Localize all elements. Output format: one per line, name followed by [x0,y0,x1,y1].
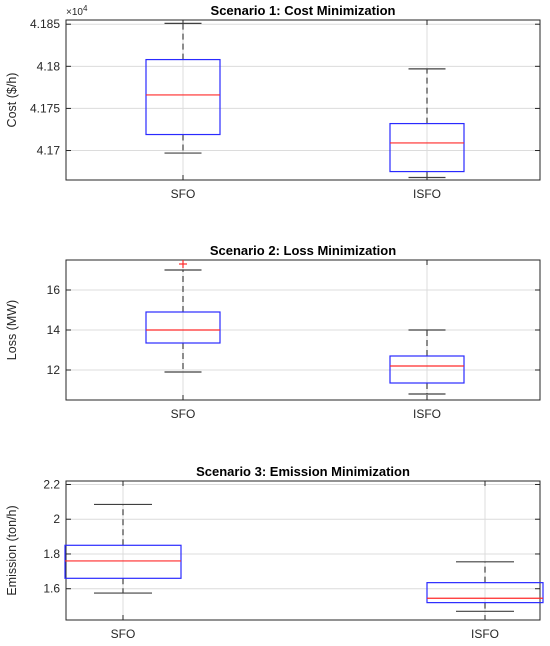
x-tick-label: ISFO [413,187,441,201]
y-tick-label: 1.8 [43,547,60,561]
x-tick-label: ISFO [471,627,499,641]
y-tick-label: 4.175 [30,101,60,115]
iqr-box [145,58,221,136]
box-isfo [389,329,465,395]
iqr-box [426,582,544,604]
chart-title: Scenario 3: Emission Minimization [196,464,410,479]
iqr-box [145,311,221,344]
chart-title: Scenario 2: Loss Minimization [210,243,396,258]
chart-title: Scenario 1: Cost Minimization [211,3,396,18]
y-exponent-label: ×104 [66,4,88,18]
chart-panel-3: 1.6 1.8 2 2.2 SFO ISFO Scenario 3: Emission Mi… [5,464,544,641]
x-tick-label: SFO [111,627,136,641]
y-tick-label: 2.2 [43,477,60,491]
y-tick-label: 4.18 [37,59,61,73]
outlier-marker [179,260,187,268]
y-tick-label: 2 [53,512,60,526]
y-tick-label: 12 [47,363,61,377]
axes-frame [65,19,541,181]
y-axis-label: Cost ($/h) [5,73,19,128]
box-sfo [145,260,221,373]
y-tick-label: 4.185 [30,17,60,31]
axes-frame [65,480,541,621]
iqr-box [389,355,465,384]
x-tick-label: ISFO [413,407,441,421]
chart-panel-2: 12 14 16 SFO ISFO Scenario 2: Loss Minimizati… [5,243,541,421]
y-tick-label: 16 [47,283,61,297]
x-tick-label: SFO [171,407,196,421]
box-isfo [389,68,465,179]
y-axis-label: Loss (MW) [5,300,19,360]
box-sfo [145,22,221,154]
iqr-box [64,544,182,579]
x-tick-label: SFO [171,187,196,201]
box-sfo [64,503,182,594]
iqr-box [389,122,465,173]
y-tick-label: 14 [47,323,61,337]
chart-panel-1: 4.17 4.175 4.18 4.185 SFO ISFO Scenario 1: Cos… [5,3,541,201]
y-tick-label: 4.17 [37,144,61,158]
box-isfo [426,561,544,612]
y-axis-label: Emission (ton/h) [5,505,19,595]
y-tick-label: 1.6 [43,582,60,596]
